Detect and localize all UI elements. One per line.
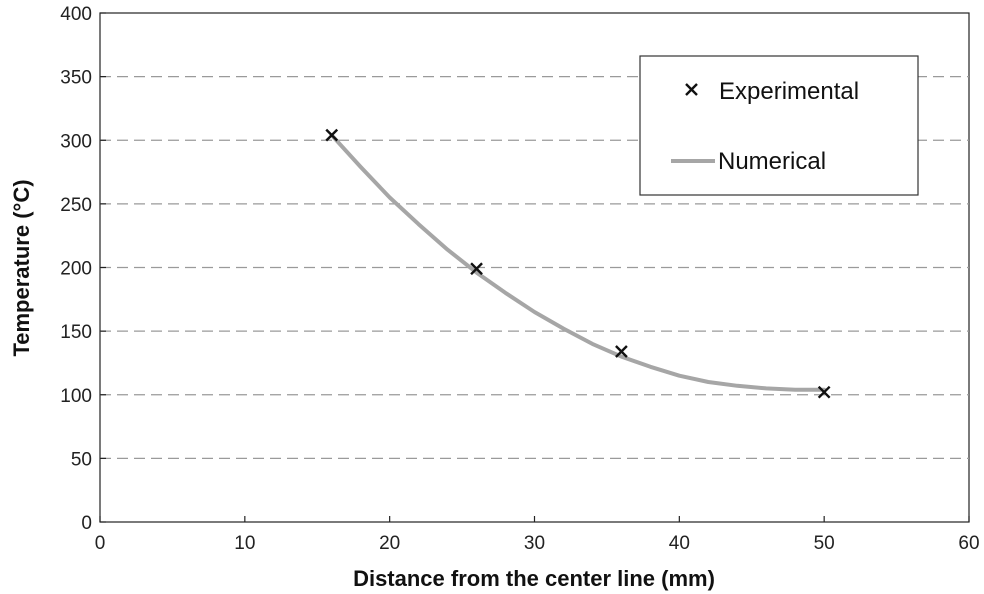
x-ticks: 0 10 20 30 40 50 60: [95, 516, 980, 554]
y-tick-label: 400: [60, 4, 92, 25]
x-tick-label: 20: [379, 533, 400, 554]
legend-label-experimental: Experimental: [719, 78, 859, 105]
x-tick-label: 10: [234, 533, 255, 554]
experimental-point: [470, 262, 483, 276]
y-axis-title: Temperature (°C): [9, 179, 34, 356]
x-tick-label: 30: [524, 533, 545, 554]
y-tick-label: 300: [60, 131, 92, 152]
experimental-series: [325, 128, 831, 399]
experimental-point: [615, 345, 628, 358]
experimental-point: [817, 385, 831, 399]
y-ticks: 0 50 100 150 200 250 300 350 400: [60, 4, 106, 534]
y-tick-label: 250: [60, 195, 92, 216]
x-tick-label: 40: [669, 533, 690, 554]
y-tick-label: 50: [71, 449, 92, 470]
y-tick-label: 150: [60, 322, 92, 343]
legend-box: [639, 55, 919, 196]
x-tick-label: 60: [958, 533, 979, 554]
x-tick-label: 50: [814, 533, 835, 554]
x-tick-label: 0: [95, 533, 106, 554]
experimental-point: [325, 128, 339, 142]
numerical-series: [329, 133, 827, 392]
y-tick-label: 350: [60, 68, 92, 89]
legend-marker-experimental: [685, 83, 698, 96]
y-tick-label: 200: [60, 259, 92, 280]
y-tick-label: 100: [60, 386, 92, 407]
x-axis-title: Distance from the center line (mm): [353, 566, 715, 591]
legend: Experimental Numerical: [639, 55, 919, 196]
legend-label-numerical: Numerical: [718, 148, 826, 175]
y-tick-label: 0: [81, 513, 92, 534]
numerical-line: [329, 133, 827, 392]
